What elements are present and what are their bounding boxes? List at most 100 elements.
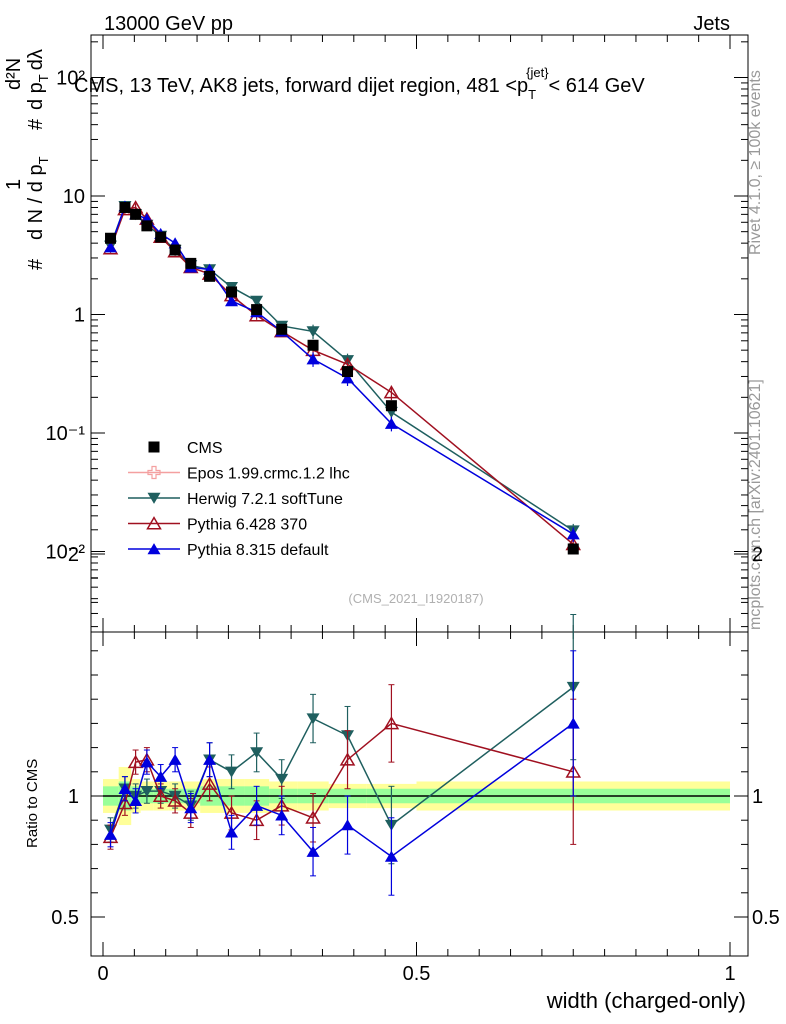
ylabel-den: d N / d p — [25, 164, 47, 240]
title-main: CMS, 13 TeV, AK8 jets, forward dijet reg… — [74, 75, 528, 97]
ratio-tick-label: 0.5 — [51, 907, 79, 929]
x-tick-label: 0.5 — [403, 963, 431, 985]
point-pythia-8-315-default — [225, 295, 239, 307]
point-cms — [119, 201, 131, 213]
ratio-tick-label: 1 — [68, 786, 79, 808]
ratio-point-pythia-6-428-370 — [383, 716, 400, 730]
ratio-point-pythia-8-315-default — [566, 717, 580, 729]
legend-marker-herwig-7-2-1-softtune — [147, 492, 161, 504]
point-cms — [276, 323, 288, 335]
ratio-point-pythia-6-428-370 — [339, 752, 356, 766]
ratio-point-pythia-8-315-default — [118, 782, 132, 794]
ratio-point-herwig-7-2-1-softtune — [225, 766, 239, 778]
title-sub: T — [528, 87, 536, 102]
ylabel-d2n: d²N — [3, 58, 25, 90]
point-cms — [307, 339, 319, 351]
ratio-point-pythia-6-428-370 — [201, 776, 218, 790]
point-pythia-8-315-default — [104, 241, 118, 253]
ylabel-hash: # — [25, 258, 47, 270]
ratio-point-pythia-6-428-370 — [127, 754, 144, 769]
svg-text:d N / d pT: d N / d pT — [25, 156, 51, 240]
ratio-point-pythia-6-428-370 — [117, 795, 133, 810]
ratio-panel-frame — [90, 631, 749, 957]
point-pythia-6-428-370 — [383, 385, 400, 399]
main-ylabel: # d N / d pT 1 # d pTdλ d²N — [3, 49, 51, 270]
legend-label-epos-1-99-crmc-1-2-lhc: Epos 1.99.crmc.1.2 lhc — [187, 466, 350, 483]
mcplots-label: mcplots.cern.ch [arXiv:2401.10621] — [747, 379, 764, 630]
ratio-point-herwig-7-2-1-softtune — [250, 747, 264, 759]
legend-label-cms: CMS — [187, 440, 223, 457]
ratio-point-pythia-8-315-default — [184, 802, 198, 814]
ratio-point-herwig-7-2-1-softtune — [275, 773, 289, 785]
ratio-point-pythia-8-315-default — [104, 828, 118, 840]
x-tick-label: 0 — [97, 963, 108, 985]
ratio-point-pythia-8-315-default — [154, 770, 168, 782]
y-tick-label: 10 — [63, 186, 85, 208]
ratio-point-pythia-6-428-370 — [167, 793, 183, 807]
ratio-tick-label-right: 0.5 — [752, 907, 780, 929]
point-pythia-8-315-default — [384, 417, 398, 429]
point-cms — [141, 220, 153, 232]
svg-text:d pTdλ: d pTdλ — [25, 49, 51, 110]
y-tick-label: 10⁻¹ — [46, 423, 86, 445]
title-sup: {jet} — [526, 65, 549, 80]
ratio-point-pythia-8-315-default — [140, 756, 154, 768]
ratio-point-pythia-8-315-default — [129, 794, 143, 807]
ratio-point-pythia-8-315-default — [168, 753, 182, 765]
point-cms — [226, 286, 238, 298]
point-pythia-8-315-default — [306, 353, 320, 365]
legend-marker-epos-1-99-crmc-1-2-lhc — [147, 465, 161, 480]
point-cms — [169, 244, 181, 256]
title-tail: < 614 GeV — [549, 75, 646, 97]
ratio-point-pythia-8-315-default — [203, 753, 217, 765]
svg-text:#: # — [25, 258, 47, 270]
point-pythia-8-315-default — [341, 372, 355, 384]
x-tick-label: 1 — [724, 963, 735, 985]
y-tick-label: 1 — [74, 305, 85, 327]
y-tick-label: 10² — [56, 68, 85, 90]
legend-label-herwig-7-2-1-softtune: Herwig 7.2.1 softTune — [187, 491, 343, 508]
ratio-tick-label-right: 1 — [752, 786, 763, 808]
ratio-point-pythia-8-315-default — [250, 799, 264, 811]
point-cms — [385, 400, 397, 412]
ylabel-den2-tail: dλ — [25, 49, 47, 70]
ratio-tick-label-right: 2 — [752, 544, 763, 566]
plot-title: CMS, 13 TeV, AK8 jets, forward dijet reg… — [74, 65, 645, 102]
point-cms — [130, 208, 142, 220]
rivet-label: Rivet 4.1.0, ≥ 100k events — [747, 70, 764, 255]
ratio-point-pythia-8-315-default — [275, 809, 289, 821]
watermark: (CMS_2021_I1920187) — [348, 591, 483, 606]
point-cms — [204, 270, 216, 282]
ratio-point-pythia-6-428-370 — [152, 788, 169, 802]
point-cms — [567, 543, 579, 555]
point-herwig-7-2-1-softtune — [250, 295, 264, 307]
point-pythia-8-315-default — [566, 528, 580, 540]
legend-marker-pythia-6-428-370 — [146, 516, 162, 530]
x-axis-label: width (charged-only) — [546, 988, 746, 1013]
ylabel-den-sub: T — [36, 156, 51, 164]
ratio-point-pythia-8-315-default — [384, 850, 398, 862]
ratio-point-pythia-8-315-default — [225, 826, 239, 838]
point-herwig-7-2-1-softtune — [306, 326, 320, 338]
point-cms — [105, 232, 117, 244]
legend-label-pythia-8-315-default: Pythia 8.315 default — [187, 542, 329, 559]
ratio-ylabel: Ratio to CMS — [24, 759, 41, 848]
ratio-point-pythia-6-428-370 — [305, 810, 321, 824]
y-tick-label: 10⁻² — [46, 542, 86, 564]
point-cms — [155, 231, 167, 243]
header-jets: Jets — [693, 13, 730, 35]
ylabel-den2: d p — [25, 82, 47, 110]
point-cms — [251, 304, 263, 316]
ratio-point-herwig-7-2-1-softtune — [140, 785, 154, 798]
point-cms — [342, 366, 354, 378]
ratio-point-pythia-8-315-default — [306, 845, 320, 857]
legend-label-pythia-6-428-370: Pythia 6.428 370 — [187, 517, 307, 534]
ylabel-hash2: # — [25, 118, 47, 130]
legend-marker-pythia-8-315-default — [147, 543, 161, 555]
ratio-tick-label: 2 — [68, 544, 79, 566]
ylabel-num: 1 — [3, 179, 25, 190]
header-energy: 13000 GeV pp — [104, 13, 233, 35]
ratio-point-herwig-7-2-1-softtune — [306, 713, 320, 725]
ratio-point-pythia-8-315-default — [341, 819, 355, 831]
